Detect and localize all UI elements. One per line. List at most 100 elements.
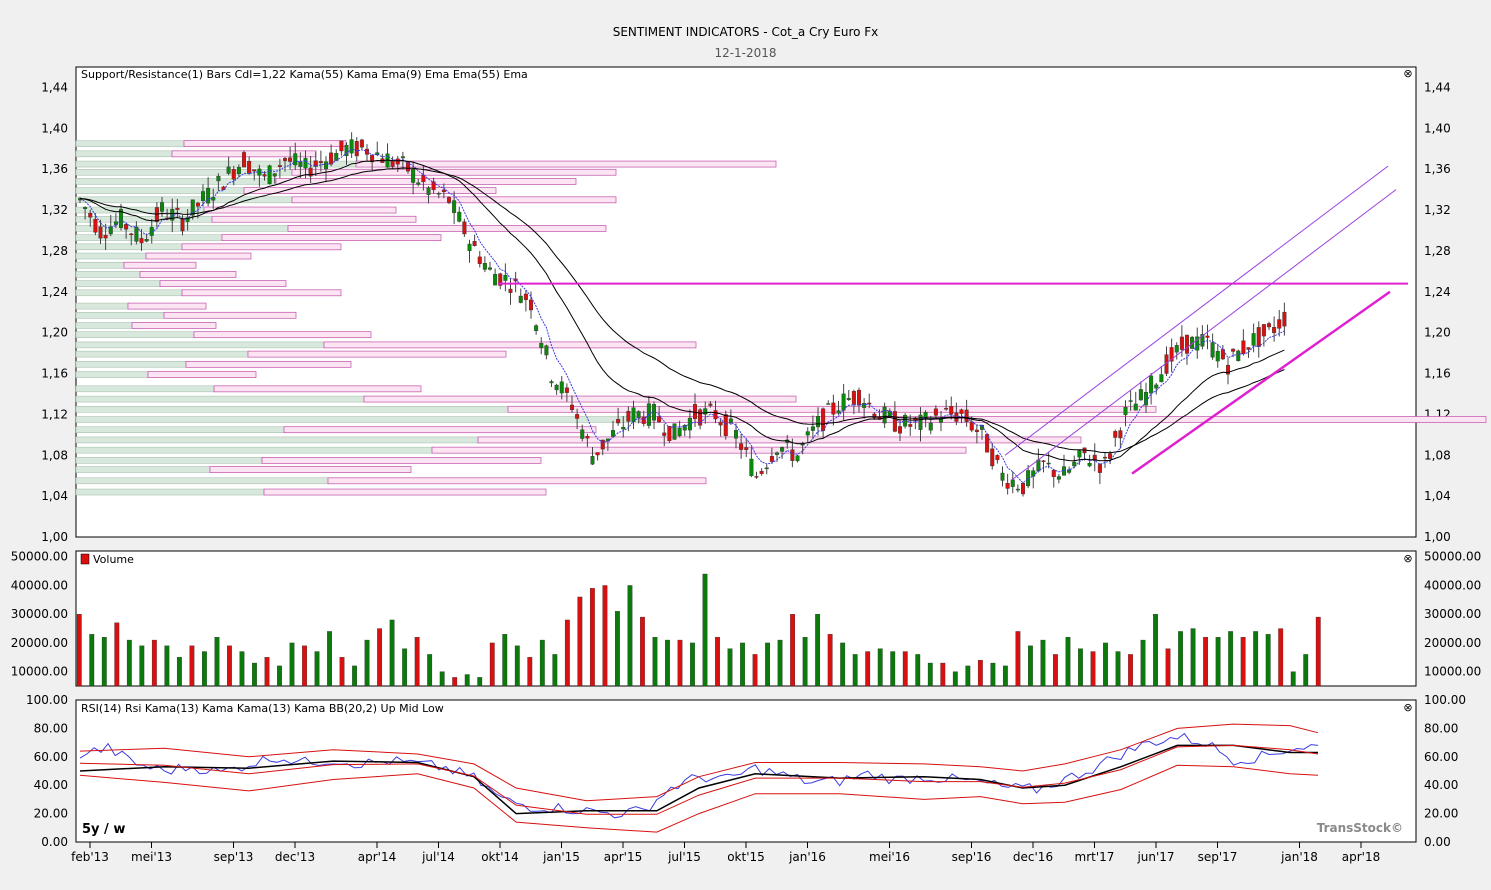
candle <box>544 345 549 356</box>
price-y-tick-right: 1,40 <box>1424 121 1451 135</box>
volume-bar <box>589 588 595 687</box>
volume-bar <box>1315 616 1321 687</box>
sr-volume-bar <box>75 289 183 297</box>
candle <box>462 221 467 235</box>
candle <box>734 430 739 439</box>
candle <box>118 209 123 228</box>
candle <box>595 452 600 456</box>
candle <box>221 186 226 190</box>
volume-bar <box>727 648 733 687</box>
sr-volume-bar <box>75 234 223 241</box>
channel-lower <box>1011 189 1397 481</box>
x-axis-label: mei'13 <box>131 850 172 864</box>
sr-volume-bar <box>75 477 329 485</box>
candle <box>472 241 477 246</box>
sr-volume-bar <box>127 302 207 310</box>
candle <box>580 429 585 439</box>
x-axis-label: jan'15 <box>542 850 580 864</box>
volume-bar <box>439 671 445 687</box>
candle <box>857 389 862 406</box>
candle <box>728 418 733 423</box>
candle <box>493 273 498 286</box>
candle <box>1021 483 1026 495</box>
candle <box>980 424 985 430</box>
sr-volume-bar <box>75 371 149 378</box>
candle <box>206 187 211 204</box>
volume-bar <box>877 648 883 687</box>
candle <box>252 169 257 172</box>
candle <box>1133 403 1138 411</box>
candle <box>564 387 569 393</box>
volume-bar <box>740 642 745 687</box>
candle <box>467 243 472 251</box>
chart-date: 12-1-2018 <box>714 46 777 60</box>
volume-bar <box>389 619 395 687</box>
sr-volume-bar <box>75 361 187 368</box>
x-axis-label: apr'15 <box>604 850 642 864</box>
candle <box>1108 453 1113 459</box>
x-axis-label: feb'13 <box>71 850 109 864</box>
candle <box>754 476 759 478</box>
candle <box>739 443 744 450</box>
volume-y-tick-right: 50000.00 <box>1424 550 1481 564</box>
price-panel: ⊗ Support/Resistance(1) Bars Cdl=1,22 Kam… <box>41 66 1487 544</box>
candle <box>1123 407 1128 416</box>
volume-bar <box>264 657 270 687</box>
price-y-tick-left: 1,44 <box>41 80 68 94</box>
volume-bar <box>164 645 170 687</box>
volume-bar <box>1078 648 1083 687</box>
candle <box>949 406 954 415</box>
candle <box>324 161 329 170</box>
volume-bar <box>414 637 420 687</box>
rsi-y-tick-left: 20.00 <box>34 807 68 821</box>
volume-bar <box>1265 634 1271 687</box>
candle <box>928 422 933 431</box>
volume-bar <box>189 645 195 687</box>
candle <box>108 226 113 235</box>
candle <box>139 238 144 244</box>
candle <box>200 191 205 202</box>
volume-bar <box>1253 631 1259 687</box>
volume-bar <box>489 642 495 687</box>
candle <box>103 235 108 239</box>
candle <box>1010 479 1015 487</box>
candle <box>185 217 190 222</box>
candle <box>1225 364 1230 375</box>
price-y-tick-right: 1,24 <box>1424 285 1451 299</box>
candle <box>662 432 667 436</box>
volume-bar <box>940 662 946 687</box>
candle <box>98 226 103 239</box>
volume-bar <box>815 614 821 687</box>
volume-bar <box>827 634 833 687</box>
candle <box>534 325 539 332</box>
candle <box>1077 450 1082 458</box>
volume-bar <box>277 665 282 687</box>
candle <box>436 193 441 195</box>
candle <box>862 403 867 408</box>
volume-bar <box>176 657 182 687</box>
sr-volume-bar <box>75 271 141 278</box>
candle <box>846 398 851 400</box>
rsi-legend: RSI(14) Rsi Kama(13) Kama Kama(13) Kama … <box>81 702 444 715</box>
price-y-tick-right: 1,00 <box>1424 530 1451 544</box>
candle <box>826 403 831 405</box>
volume-bar <box>702 573 708 687</box>
candle <box>1215 351 1220 362</box>
volume-panel: Volume ⊗ 50000.00 50000.00 40000.00 40000.00 3… <box>11 550 1481 687</box>
volume-bar <box>577 596 583 687</box>
candle <box>298 161 303 167</box>
sr-volume-bar <box>75 302 129 310</box>
volume-bar <box>665 639 670 687</box>
candle <box>1056 476 1061 480</box>
x-axis-label: sep'17 <box>1198 850 1238 864</box>
volume-bar <box>227 645 232 687</box>
candle <box>431 181 436 190</box>
candle <box>554 384 559 391</box>
candle <box>795 455 800 462</box>
price-y-tick-left: 1,12 <box>41 407 68 421</box>
candle <box>426 187 431 195</box>
x-axis-label: mei'16 <box>869 850 910 864</box>
candle <box>933 408 938 416</box>
rsi-y-tick-right: 40.00 <box>1424 778 1458 792</box>
candle <box>539 343 544 348</box>
